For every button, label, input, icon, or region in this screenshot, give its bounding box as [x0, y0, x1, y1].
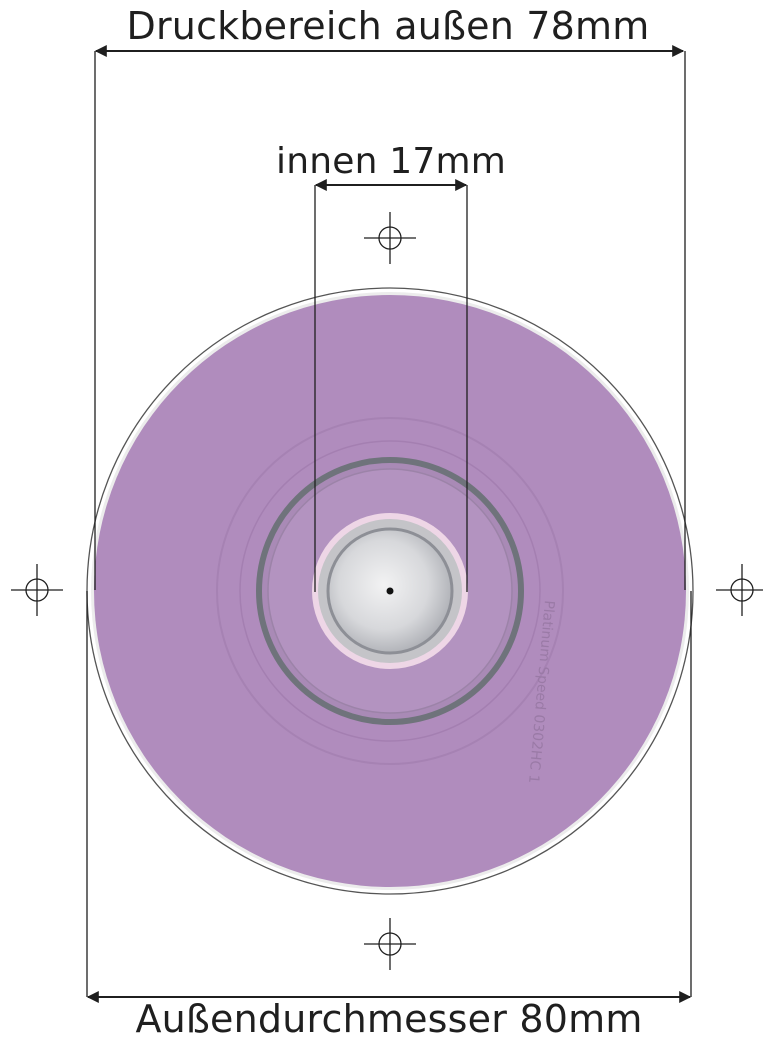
registration-mark-icon	[11, 564, 63, 616]
registration-mark-icon	[364, 212, 416, 264]
registration-mark-icon	[716, 564, 763, 616]
registration-mark-icon	[364, 918, 416, 970]
disc-inner-ring-2	[239, 440, 541, 742]
print-area-outer-label: Druckbereich außen 78mm	[126, 4, 650, 48]
disc-inner-ring	[216, 417, 564, 765]
center-dot	[386, 587, 394, 595]
print-area-inner-label: innen 17mm	[276, 141, 506, 182]
outer-diameter-label: Außendurchmesser 80mm	[135, 997, 643, 1041]
